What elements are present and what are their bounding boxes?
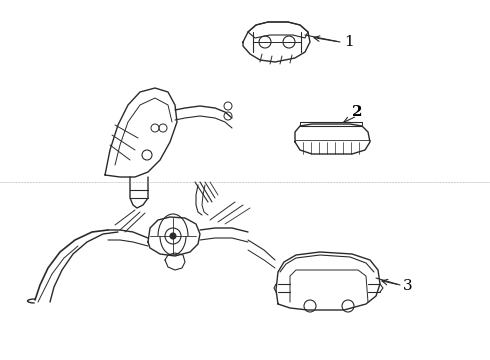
Text: 1: 1: [344, 35, 354, 49]
Circle shape: [170, 233, 176, 239]
Text: 2: 2: [352, 105, 362, 119]
Text: 3: 3: [403, 279, 413, 293]
